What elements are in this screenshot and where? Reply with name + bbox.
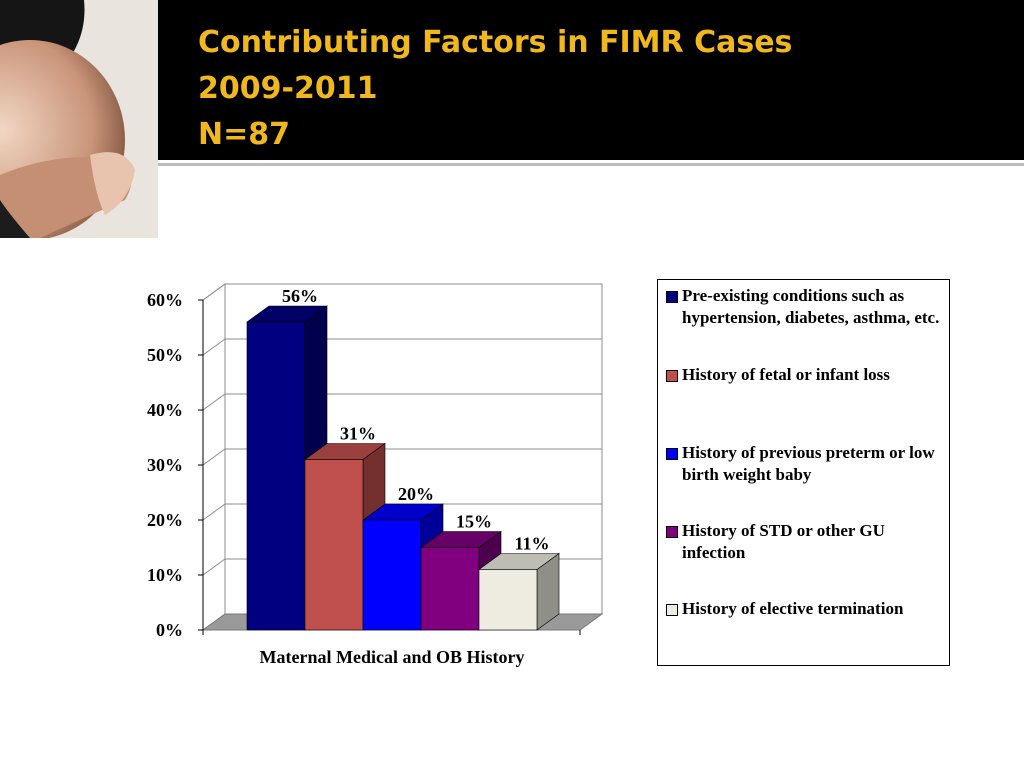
legend-swatch bbox=[666, 526, 678, 538]
legend-item: History of STD or other GU infection bbox=[666, 520, 947, 564]
gridline bbox=[202, 448, 602, 466]
gridline bbox=[202, 503, 602, 521]
slide-title: Contributing Factors in FIMR Cases 2009-… bbox=[198, 20, 792, 158]
title-line: Contributing Factors in FIMR Cases bbox=[198, 25, 793, 60]
y-tick-label: 60% bbox=[147, 290, 183, 310]
y-tick-label: 30% bbox=[147, 455, 183, 475]
bar bbox=[304, 459, 364, 631]
data-label: 31% bbox=[340, 424, 376, 444]
y-tick-label: 20% bbox=[147, 510, 183, 530]
gridline bbox=[202, 393, 602, 411]
header-divider bbox=[158, 163, 1024, 166]
legend-swatch bbox=[666, 291, 678, 303]
gridline bbox=[202, 283, 602, 301]
legend-swatch bbox=[666, 370, 678, 382]
y-tick-label: 0% bbox=[156, 620, 183, 640]
legend-label: History of previous preterm or low birth… bbox=[682, 443, 935, 484]
bar bbox=[362, 519, 422, 631]
data-label: 56% bbox=[282, 286, 318, 306]
legend-item: History of previous preterm or low birth… bbox=[666, 442, 947, 486]
legend-label: History of fetal or infant loss bbox=[682, 365, 890, 384]
legend-item: Pre-existing conditions such as hyperten… bbox=[666, 285, 947, 329]
bar bbox=[420, 547, 480, 631]
x-axis-label: Maternal Medical and OB History bbox=[260, 647, 525, 667]
legend-item: History of elective termination bbox=[666, 598, 947, 620]
bar bbox=[246, 321, 306, 631]
legend-swatch bbox=[666, 448, 678, 460]
title-line: 2009-2011 bbox=[198, 71, 378, 106]
y-tick-label: 10% bbox=[147, 565, 183, 585]
pregnant-belly-photo bbox=[0, 0, 158, 238]
bar bbox=[478, 569, 538, 631]
legend-label: Pre-existing conditions such as hyperten… bbox=[682, 286, 940, 327]
header-bar bbox=[158, 0, 1024, 160]
gridline bbox=[202, 338, 602, 356]
legend-label: History of elective termination bbox=[682, 599, 904, 618]
data-label: 20% bbox=[398, 484, 434, 504]
data-label: 15% bbox=[456, 512, 492, 532]
data-label: 11% bbox=[514, 534, 549, 554]
y-tick-label: 40% bbox=[147, 400, 183, 420]
legend-item: History of fetal or infant loss bbox=[666, 364, 947, 386]
legend-label: History of STD or other GU infection bbox=[682, 521, 885, 562]
y-tick-label: 50% bbox=[147, 345, 183, 365]
legend-swatch bbox=[666, 604, 678, 616]
title-line: N=87 bbox=[198, 117, 290, 152]
chart-legend: Pre-existing conditions such as hyperten… bbox=[657, 279, 950, 666]
